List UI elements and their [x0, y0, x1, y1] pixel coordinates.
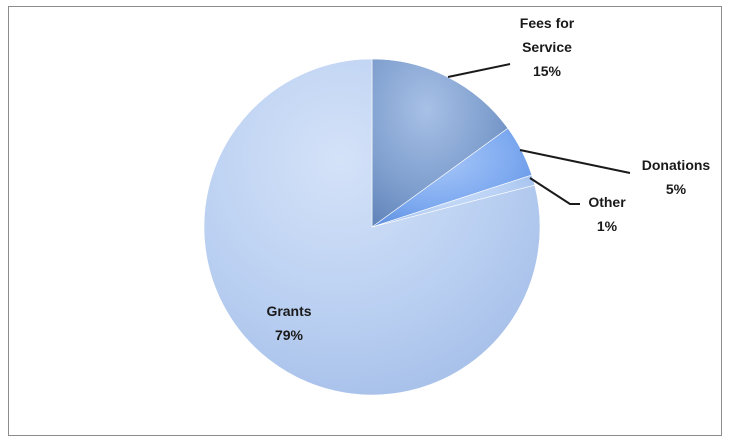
slice-labels: Fees for Service 15% Donations 5% Other 1% Gran…	[266, 15, 710, 343]
slice-percent: 79%	[275, 327, 304, 343]
leader-line-fees-for-service	[447, 63, 511, 78]
slice-name: Fees for	[520, 15, 575, 31]
slice-percent: 1%	[597, 218, 618, 234]
slice-percent: 5%	[666, 181, 687, 197]
slice-label-other: Other 1%	[588, 194, 626, 234]
leader-line-other	[529, 177, 580, 205]
slice-label-donations: Donations 5%	[642, 157, 711, 197]
slice-name: Other	[588, 194, 626, 210]
slice-label-grants: Grants 79%	[266, 303, 311, 343]
slices-group	[203, 58, 541, 396]
slice-name: Donations	[642, 157, 711, 173]
pie-slice-grants	[203, 58, 541, 396]
slice-name: Service	[522, 39, 572, 55]
leader-line-donations	[519, 149, 631, 174]
slice-label-fees-for-service: Fees for Service 15%	[520, 15, 575, 79]
slice-name: Grants	[266, 303, 311, 319]
slice-percent: 15%	[533, 63, 562, 79]
leader-lines	[447, 63, 631, 205]
